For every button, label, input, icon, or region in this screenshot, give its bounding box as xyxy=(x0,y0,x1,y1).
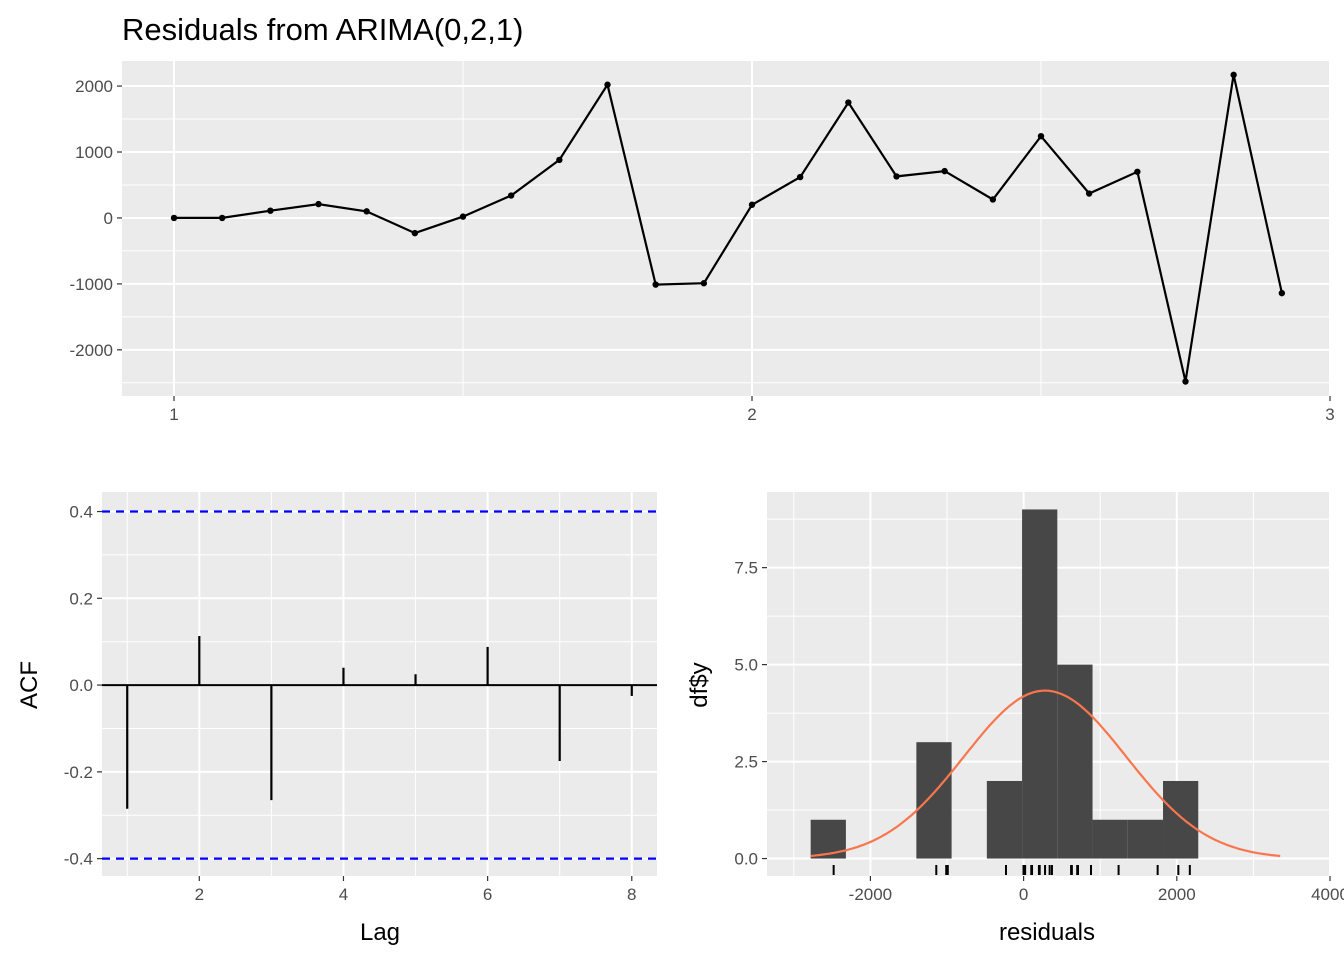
residuals-data-point xyxy=(1085,190,1093,197)
acf-y-tick-label: 0.2 xyxy=(69,589,93,608)
histogram-x-tick-label: 2000 xyxy=(1158,885,1196,904)
residuals-y-tick-label: 1000 xyxy=(75,143,113,162)
acf-y-tick-label: -0.4 xyxy=(64,850,93,869)
acf-panel-background xyxy=(102,492,657,876)
residuals-data-point xyxy=(218,214,226,222)
acf-y-tick-label: 0.0 xyxy=(69,676,93,695)
residuals-series-line xyxy=(174,74,1283,382)
histogram-y-tick-label: 0.0 xyxy=(734,850,758,869)
residuals-data-point xyxy=(267,207,274,214)
acf-y-tick-label: -0.2 xyxy=(64,763,93,782)
residuals-data-point xyxy=(652,281,659,288)
residuals-y-tick-label: 2000 xyxy=(75,77,113,96)
acf-x-tick-label: 2 xyxy=(195,885,204,904)
residuals-x-tick-label: 3 xyxy=(1325,405,1334,424)
histogram-bar xyxy=(1092,819,1128,859)
histogram-y-tick-label: 5.0 xyxy=(734,656,758,675)
acf-x-tick-label: 8 xyxy=(627,885,636,904)
residuals-data-point xyxy=(459,213,467,220)
residuals-data-point xyxy=(941,167,948,175)
residuals-data-point xyxy=(315,200,322,208)
histogram-bar xyxy=(986,780,1023,859)
residuals-data-point xyxy=(845,99,852,106)
histogram-y-tick-label: 7.5 xyxy=(734,559,758,578)
residuals-data-point xyxy=(411,229,419,237)
histogram-y-tick-label: 2.5 xyxy=(734,753,758,772)
residuals-x-tick-label: 1 xyxy=(169,405,178,424)
histogram-x-tick-label: 0 xyxy=(1019,885,1028,904)
residuals-y-tick-label: 0 xyxy=(104,209,113,228)
histogram-bar xyxy=(1127,819,1164,859)
residuals-data-point xyxy=(893,173,900,180)
acf-y-axis-title: ACF xyxy=(16,661,43,709)
residuals-time-series-plot: -2000 -1000 0 1000 2000 1 2 3 xyxy=(70,61,1335,424)
residuals-data-point xyxy=(1182,378,1189,385)
residuals-plot-title: Residuals from ARIMA(0,2,1) xyxy=(122,12,523,47)
histogram-bar xyxy=(1163,780,1199,859)
residuals-x-tick-label: 2 xyxy=(747,405,756,424)
residuals-data-point xyxy=(1230,71,1237,79)
acf-plot: -0.4 -0.2 0.0 0.2 0.4 2 4 6 8 xyxy=(64,492,657,904)
residuals-data-point xyxy=(748,201,756,208)
histogram-x-axis-title: residuals xyxy=(999,919,1095,946)
histogram-x-tick-label: 4000 xyxy=(1311,885,1344,904)
histogram-bar xyxy=(1022,509,1058,859)
residuals-data-point xyxy=(700,280,708,287)
residuals-data-point xyxy=(1134,168,1141,175)
histogram-y-axis-title: df$y xyxy=(686,662,713,707)
residuals-y-tick-label: -1000 xyxy=(70,275,113,294)
residuals-data-point xyxy=(1037,132,1045,140)
acf-x-axis-title: Lag xyxy=(360,919,400,946)
histogram-bar xyxy=(1057,664,1093,859)
acf-x-tick-label: 6 xyxy=(483,885,492,904)
residuals-data-point xyxy=(604,81,611,88)
histogram-bar xyxy=(916,742,952,859)
residuals-data-point xyxy=(507,192,515,199)
histogram-x-tick-label: -2000 xyxy=(849,885,892,904)
residuals-data-point xyxy=(363,208,370,215)
acf-x-tick-label: 4 xyxy=(339,885,348,904)
acf-y-tick-label: 0.4 xyxy=(69,503,93,522)
residuals-y-tick-label: -2000 xyxy=(70,341,113,360)
residuals-data-point xyxy=(989,196,997,203)
residuals-data-point xyxy=(1278,289,1286,297)
residuals-data-point xyxy=(170,214,178,222)
residuals-panel-background xyxy=(122,61,1330,396)
residuals-data-point xyxy=(556,156,563,164)
residuals-histogram-plot: 0.0 2.5 5.0 7.5 -2000 0 2000 4000 xyxy=(734,492,1344,904)
residuals-data-point xyxy=(796,173,804,181)
histogram-normal-density-curve xyxy=(810,689,1281,858)
